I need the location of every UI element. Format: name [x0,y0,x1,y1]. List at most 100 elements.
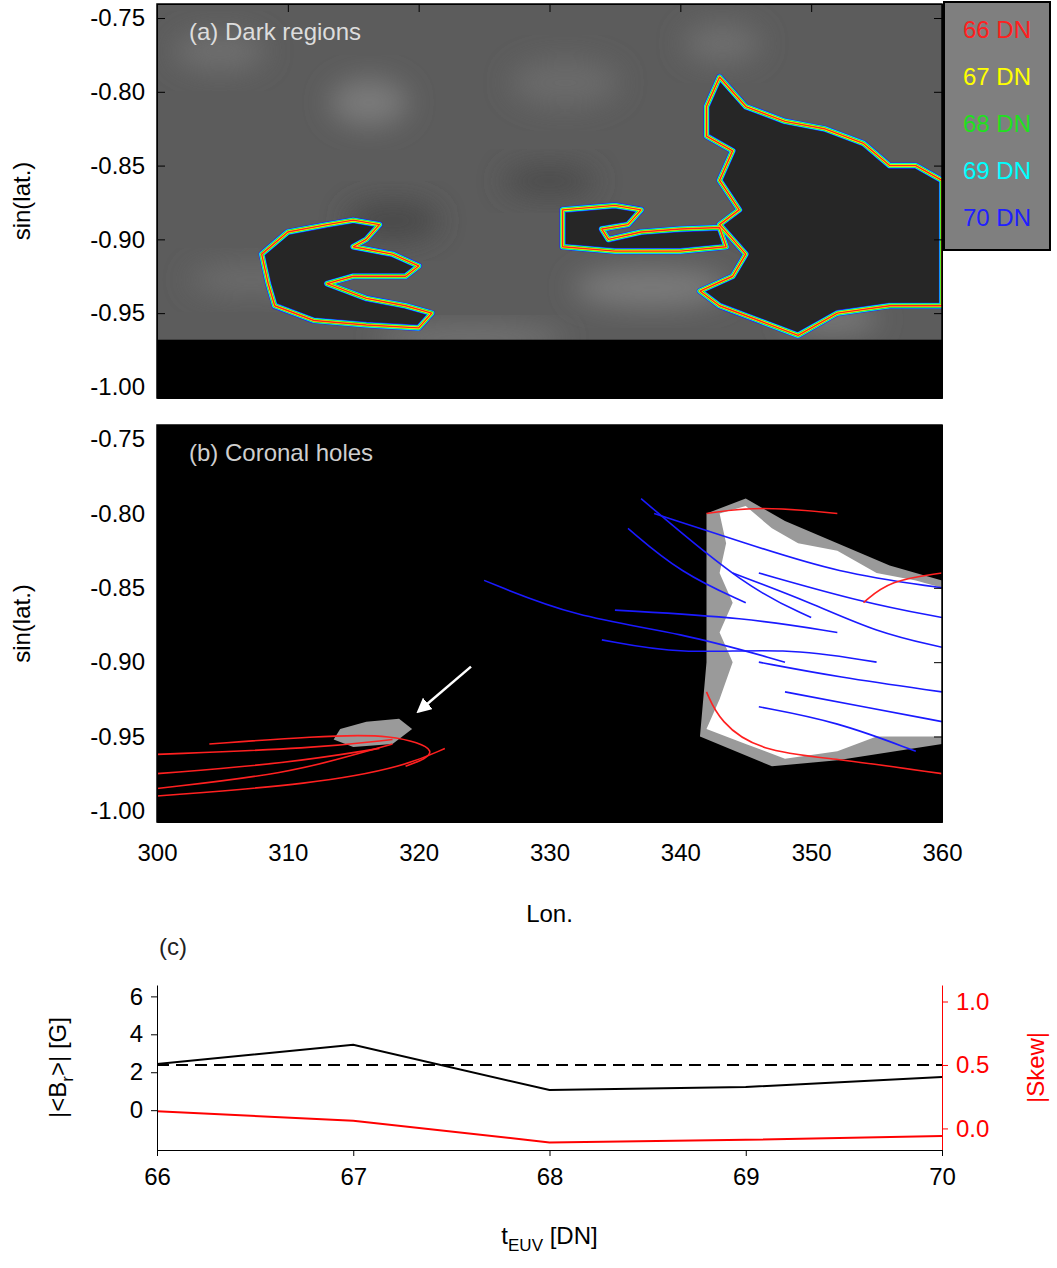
y-right-tick [934,439,942,440]
contour [563,205,727,251]
y-left-tick-label: -0.90 [90,226,145,253]
y-left-tick-mark [157,439,165,440]
x-top-tick-mark [811,4,812,12]
x-bottom-tick-mark [550,390,551,398]
y-left-tick-label: -0.85 [90,152,145,179]
y-right-tick-mark [934,239,942,240]
field-line [864,573,943,603]
y-left-tick-label: -0.75 [90,4,145,31]
field-line [157,744,393,789]
field-line [602,640,877,662]
y-right-tick-mark [934,439,942,440]
coronal-hole [334,719,413,747]
y-left-tick: 4 [130,1020,157,1047]
x-bottom-tick: 69 [733,1150,760,1190]
contour [700,77,942,335]
y-right-tick [934,239,942,240]
y-right-tick [934,18,942,19]
y-left-tick-label: -0.95 [90,299,145,326]
label-part: EUV [508,1236,544,1255]
y-right-tick-mark [934,811,942,812]
y2-axis-title: |Skew| [1022,1032,1049,1103]
legend-entry: 68 DN [963,110,1031,137]
x-top-tick-mark [419,4,420,12]
y-left-tick-mark [157,239,165,240]
x-bottom-tick-label: 340 [661,839,701,866]
y-axis-title: |<Br>| [G] [44,1017,77,1118]
y-right-tick [934,387,942,388]
y-left-tick: -0.75 [90,4,165,31]
y-left-tick: -0.90 [90,226,165,253]
x-bottom-tick-mark [550,814,551,822]
y-right-tick-mark [934,166,942,167]
y-left-tick-mark [157,513,165,514]
contour [262,220,432,328]
field-line [759,662,942,692]
plot-background [157,425,942,822]
texture [683,24,762,63]
y-left-tick: -0.85 [90,152,165,179]
panel-title: (a) Dark regions [189,18,361,45]
legend-entry: 67 DN [963,63,1031,90]
y-left-tick-label: -0.75 [90,425,145,452]
x-top-tick-mark [680,425,681,433]
legend: 66 DN67 DN68 DN69 DN70 DN [944,2,1050,250]
x-top-tick-mark [288,4,289,12]
dark-region [563,205,727,251]
y-left-tick: -0.95 [90,723,165,750]
x-bottom-tick-label: 67 [340,1163,367,1190]
panel-0: -0.75 -0.80 -0.85 -0.90 -0.95 -1.00 (a) Dark r… [8,2,1050,400]
y-left-tick: -1.00 [90,373,165,400]
x-bottom-tick-label: 66 [144,1163,171,1190]
y-right-tick-mark [934,513,942,514]
x-top-tick [288,4,289,12]
y-left-tick-mark [157,662,165,663]
y-right-tick-label: 0.5 [956,1051,989,1078]
y-right-axis [934,5,943,399]
dark-region [262,220,432,328]
x-bottom-tick-mark [419,390,420,398]
label-part: |<B [44,1082,71,1118]
x-bottom-tick-label: 310 [268,839,308,866]
x-top-tick [811,4,812,12]
plot-background [157,4,942,398]
y-left-tick: -0.80 [90,78,165,105]
field-line [157,748,379,773]
y-left-tick: -0.85 [90,574,165,601]
x-top-tick-mark [811,425,812,433]
y-right-tick-mark [934,737,942,738]
y-right-tick: 0.0 [942,1115,989,1142]
y-right-tick [934,811,942,812]
x-bottom-tick-mark [680,390,681,398]
y-right-tick-mark [942,1065,948,1066]
legend-entry: 69 DN [963,157,1031,184]
y-left-tick-label: 6 [130,983,143,1010]
label-part: [DN] [543,1222,598,1249]
contour [262,220,432,328]
legend-entry: 70 DN [963,204,1031,231]
label-part: >| [G] [44,1017,71,1076]
series-line [157,1045,942,1090]
y-left-tick-mark [157,737,165,738]
y-right-tick [934,588,942,589]
x-top-tick [680,425,681,433]
contour [262,220,432,328]
x-top-tick [419,425,420,433]
x-bottom-tick-mark [157,1150,158,1156]
field-line [484,580,785,662]
y-left-tick-label: -0.90 [90,648,145,675]
coronal-hole [700,499,942,767]
x-top-tick-mark [550,425,551,433]
y-right-domain [942,986,943,1151]
y-left-tick: 2 [130,1058,157,1085]
field-line [759,573,942,618]
x-axis-title: tEUV [DN] [501,1222,597,1255]
contour [700,77,942,335]
y-axis-title: sin(lat.) [8,584,35,663]
x-bottom-tick-mark [746,1150,747,1156]
y-right-tick-mark [934,92,942,93]
panel-title: (b) Coronal holes [189,439,373,466]
series-line [157,1064,942,1066]
x-bottom-tick-mark [419,814,420,822]
x-top-tick-mark [550,4,551,12]
